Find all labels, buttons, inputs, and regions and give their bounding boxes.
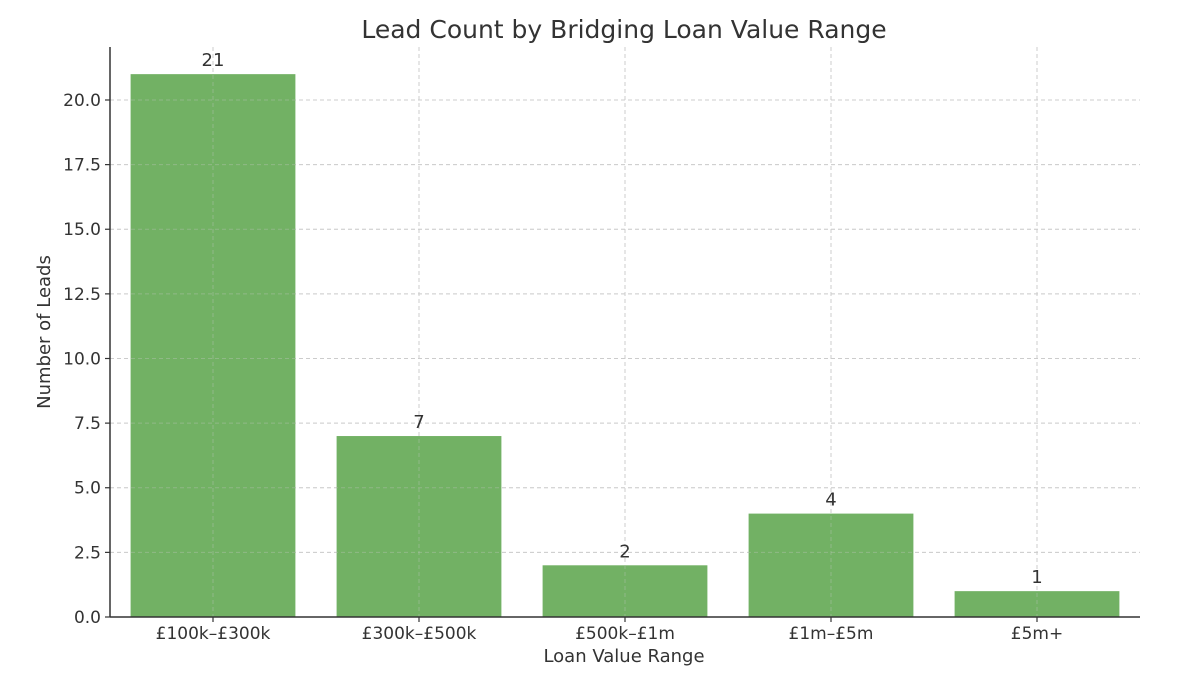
chart-title: Lead Count by Bridging Loan Value Range <box>361 15 886 44</box>
y-tick-label: 7.5 <box>74 414 101 434</box>
x-tick-label: £300k–£500k <box>362 624 477 644</box>
bar <box>130 74 296 617</box>
y-tick-label: 17.5 <box>63 156 101 176</box>
y-tick-label: 2.5 <box>74 543 101 563</box>
y-tick-label: 10.0 <box>63 349 101 369</box>
bar <box>954 591 1120 617</box>
bar-value-label: 1 <box>1031 567 1042 588</box>
y-tick-label: 15.0 <box>63 220 101 240</box>
data-labels: 21 7 2 4 1 <box>202 50 1043 588</box>
bar <box>748 513 914 617</box>
y-tick-label: 0.0 <box>74 608 101 628</box>
y-ticks: 0.0 2.5 5.0 7.5 10.0 12.5 15.0 17.5 20.0 <box>63 91 110 628</box>
bar-value-label: 21 <box>202 50 225 71</box>
x-tick-label: £5m+ <box>1011 624 1063 644</box>
y-tick-label: 5.0 <box>74 479 101 499</box>
bar <box>542 565 708 617</box>
bars <box>110 47 1140 617</box>
bar-value-label: 7 <box>413 412 424 433</box>
grid-overlay <box>110 47 1140 617</box>
bar <box>336 436 502 617</box>
x-tick-label: £500k–£1m <box>575 624 675 644</box>
x-tick-label: £100k–£300k <box>156 624 271 644</box>
bar-value-label: 4 <box>825 490 836 511</box>
bar-value-label: 2 <box>619 541 630 562</box>
x-axis-label: Loan Value Range <box>543 646 704 667</box>
y-tick-label: 12.5 <box>63 285 101 305</box>
y-tick-label: 20.0 <box>63 91 101 111</box>
x-tick-label: £1m–£5m <box>789 624 874 644</box>
y-axis-label: Number of Leads <box>34 255 55 409</box>
x-ticks: £100k–£300k £300k–£500k £500k–£1m £1m–£5m £5… <box>156 617 1063 644</box>
